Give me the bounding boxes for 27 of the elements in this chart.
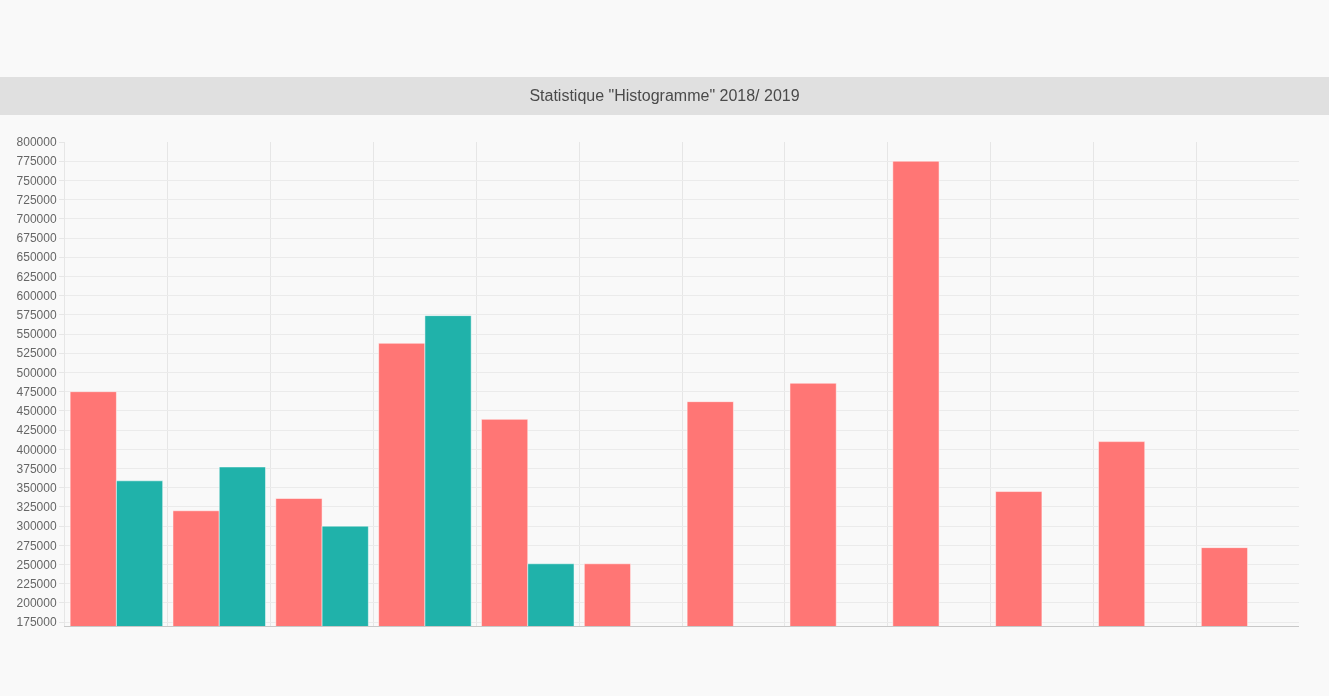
y-tick-label: 425000 bbox=[16, 423, 57, 438]
y-tick-label: 725000 bbox=[16, 192, 57, 207]
y-tick-label: 275000 bbox=[16, 538, 57, 553]
y-tick-label: 175000 bbox=[16, 615, 57, 630]
y-tick-label: 400000 bbox=[16, 442, 57, 457]
y-tick-label: 375000 bbox=[16, 461, 57, 476]
y-tick-label: 200000 bbox=[16, 596, 57, 611]
y-tick-label: 775000 bbox=[16, 154, 57, 169]
y-tick-label: 250000 bbox=[16, 557, 57, 572]
y-tick-label: 475000 bbox=[16, 384, 57, 399]
y-tick-label: 550000 bbox=[16, 327, 57, 342]
y-tick-label: 525000 bbox=[16, 346, 57, 361]
y-tick-label: 600000 bbox=[16, 288, 57, 303]
y-tick-label: 300000 bbox=[16, 519, 57, 534]
chart-title: Statistique "Histogramme" 2018/ 2019 bbox=[529, 87, 800, 105]
y-tick-label: 325000 bbox=[16, 500, 57, 515]
y-tick-label: 450000 bbox=[16, 404, 57, 419]
y-tick-label: 500000 bbox=[16, 365, 57, 380]
y-tick-label: 625000 bbox=[16, 269, 57, 284]
y-tick-label: 225000 bbox=[16, 576, 57, 591]
y-tick-label: 750000 bbox=[16, 173, 57, 188]
y-tick-label: 800000 bbox=[16, 135, 57, 150]
y-tick-label: 700000 bbox=[16, 212, 57, 227]
y-tick-label: 650000 bbox=[16, 250, 57, 265]
y-tick-label: 575000 bbox=[16, 308, 57, 323]
y-tick-label: 350000 bbox=[16, 480, 57, 495]
y-tick-label: 675000 bbox=[16, 231, 57, 246]
